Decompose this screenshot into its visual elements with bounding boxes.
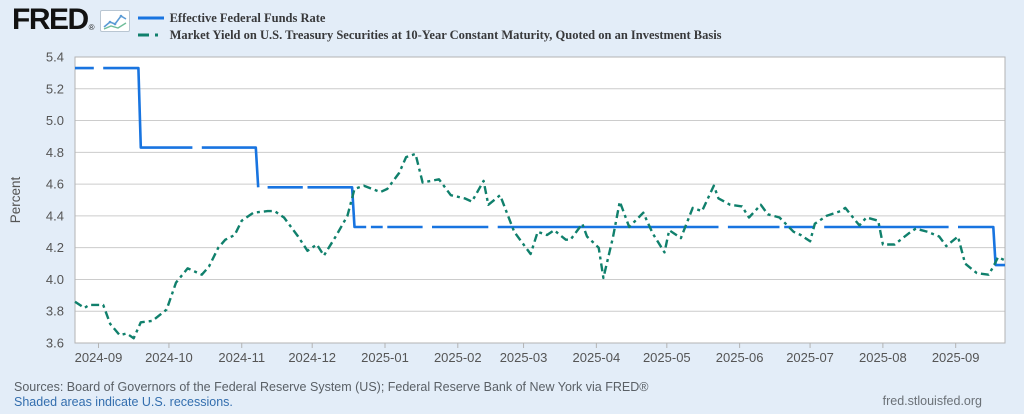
chart-line-treasury-10y <box>74 152 1006 340</box>
x-tick-label: 2024-11 <box>218 350 265 365</box>
x-tick-label: 2025-06 <box>716 350 764 365</box>
footer: Sources: Board of Governors of the Feder… <box>14 380 648 409</box>
x-tick-label: 2025-02 <box>434 350 482 365</box>
recessions-note-link[interactable]: Shaded areas indicate U.S. recessions. <box>14 394 233 409</box>
fred-logo[interactable]: FRED ® <box>12 3 130 36</box>
y-tick-label: 5.2 <box>46 81 64 96</box>
chart-line-effr <box>75 66 1005 267</box>
y-tick-label: 5.0 <box>46 113 64 128</box>
x-tick-label: 2024-09 <box>75 350 123 365</box>
chart-legend: Effective Federal Funds Rate Market Yiel… <box>137 7 722 43</box>
y-tick-label: 4.6 <box>46 177 64 192</box>
legend-swatch-treasury-line <box>137 33 164 37</box>
fred-logo-registered-mark: ® <box>88 23 95 32</box>
y-axis-title: Percent <box>8 176 23 223</box>
x-tick-label: 2025-03 <box>500 350 548 365</box>
x-tick-label: 2025-09 <box>932 350 980 365</box>
fred-site-link[interactable]: fred.stlouisfed.org <box>882 394 982 408</box>
legend-item-effr: Effective Federal Funds Rate <box>137 10 722 26</box>
x-tick-label: 2025-07 <box>786 350 834 365</box>
plot-border <box>74 56 1006 344</box>
y-tick-label: 4.2 <box>46 240 64 255</box>
x-tick-label: 2025-08 <box>859 350 907 365</box>
y-tick-label: 5.4 <box>46 50 64 65</box>
sources-text: Sources: Board of Governors of the Feder… <box>14 380 649 394</box>
x-tick-label: 2025-05 <box>643 350 691 365</box>
y-tick-label: 3.8 <box>46 304 64 319</box>
y-tick-label: 3.6 <box>46 336 64 351</box>
plot-background <box>75 57 1005 343</box>
x-tick-label: 2024-12 <box>288 350 336 365</box>
legend-item-treasury: Market Yield on U.S. Treasury Securities… <box>137 27 722 43</box>
x-tick-label: 2025-04 <box>573 350 621 365</box>
legend-swatch-effr-line <box>137 16 164 20</box>
header: FRED ® Effective Federal Funds Rate <box>12 3 722 43</box>
x-tick-label: 2024-10 <box>145 350 193 365</box>
y-tick-label: 4.8 <box>46 145 64 160</box>
fred-logo-text: FRED <box>12 3 89 36</box>
fred-sparkline-icon <box>99 10 130 32</box>
x-tick-label: 2025-01 <box>361 350 409 365</box>
y-tick-label: 4.4 <box>46 208 64 223</box>
y-tick-label: 4.0 <box>46 272 64 287</box>
legend-label-effr: Effective Federal Funds Rate <box>169 10 326 25</box>
chart-plot-area[interactable] <box>75 57 1005 343</box>
legend-label-treasury: Market Yield on U.S. Treasury Securities… <box>169 27 722 42</box>
